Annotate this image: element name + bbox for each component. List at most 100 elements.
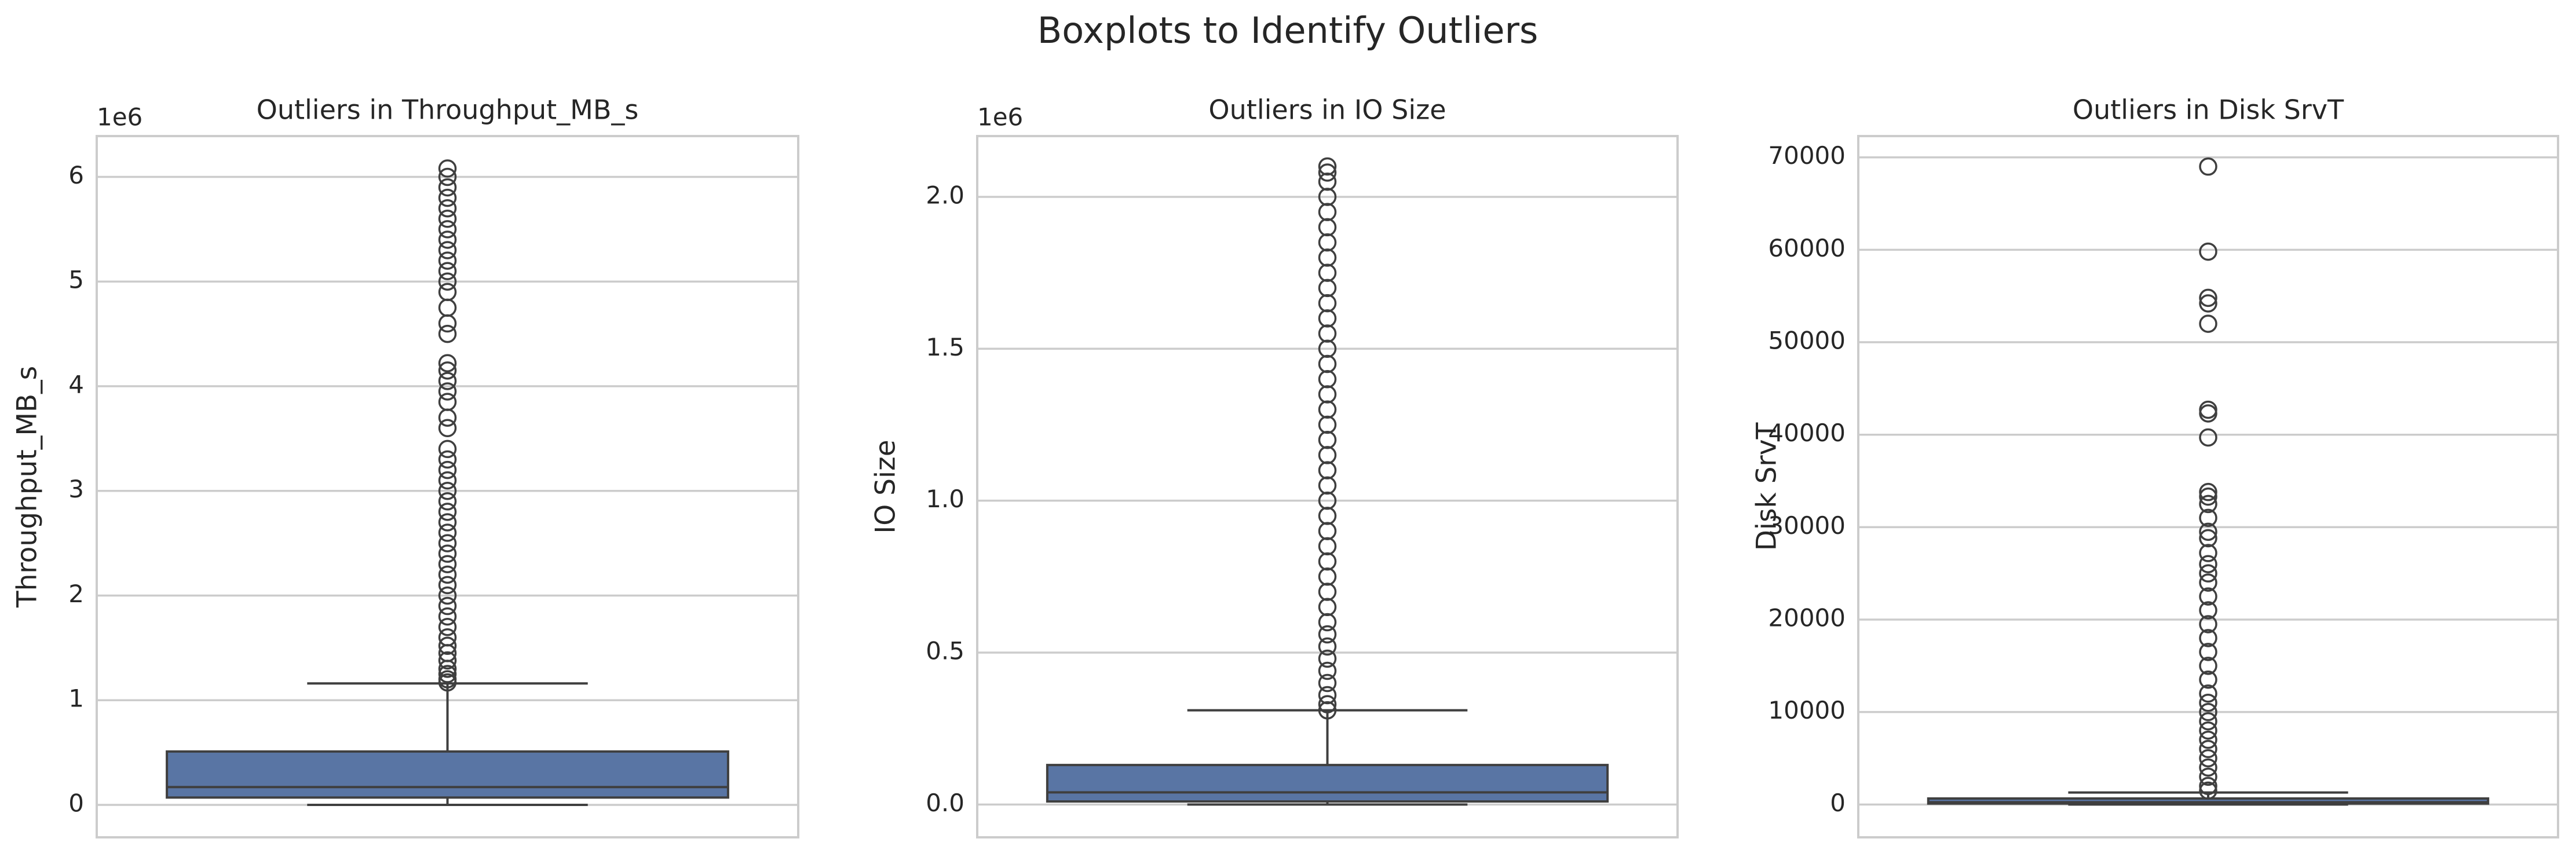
outlier: [1318, 218, 1337, 237]
outlier: [438, 665, 457, 683]
outlier: [1318, 598, 1337, 617]
outlier: [438, 636, 457, 655]
outlier: [1318, 522, 1337, 540]
outlier: [1318, 203, 1337, 221]
outlier: [1318, 248, 1337, 267]
outlier: [2199, 730, 2217, 749]
outlier: [1318, 430, 1337, 449]
outlier: [2199, 508, 2217, 528]
outlier: [438, 523, 457, 542]
outlier: [2199, 294, 2217, 313]
y-tick-label: 50000: [1768, 327, 1846, 355]
outlier: [1318, 446, 1337, 464]
outlier: [2199, 495, 2217, 514]
box: [1046, 764, 1609, 803]
outlier: [2199, 242, 2217, 261]
axes-title: Outliers in IO Size: [1208, 94, 1446, 126]
y-tick-label: 20000: [1768, 604, 1846, 632]
outlier: [2199, 643, 2217, 661]
y-tick-label: 10000: [1768, 696, 1846, 724]
outlier: [1318, 637, 1337, 656]
outlier: [438, 596, 457, 616]
outlier: [2199, 684, 2217, 703]
outlier: [1318, 157, 1337, 176]
axes-frame: [1857, 135, 2559, 838]
outlier: [1318, 309, 1337, 328]
outlier: [438, 393, 457, 411]
outlier: [1318, 649, 1337, 668]
y-tick-label: 0: [1830, 789, 1846, 817]
outlier: [438, 361, 457, 380]
outlier: [1318, 673, 1337, 693]
outlier: [2199, 587, 2217, 606]
outlier: [2199, 702, 2217, 722]
outlier: [438, 503, 457, 521]
outlier: [2199, 657, 2217, 675]
outlier: [1318, 294, 1337, 313]
y-axis-label: Throughput_MB_s: [12, 366, 43, 608]
y-tick-label: 1: [68, 684, 84, 713]
y-tick-label: 60000: [1768, 234, 1846, 262]
outlier: [438, 576, 457, 595]
outlier: [1318, 476, 1337, 495]
outlier: [1318, 233, 1337, 252]
outlier: [1318, 461, 1337, 479]
outlier: [2199, 555, 2217, 573]
y-tick-label: 0: [68, 789, 84, 817]
outlier: [1318, 163, 1337, 182]
outlier: [438, 324, 457, 343]
y-tick-label: 0.0: [926, 789, 964, 817]
outlier: [438, 670, 457, 688]
outlier: [2199, 767, 2217, 786]
outlier: [2199, 544, 2217, 562]
outlier: [438, 354, 457, 372]
outlier: [438, 460, 457, 479]
outlier: [438, 607, 457, 626]
outlier: [438, 210, 457, 228]
outlier: [1318, 686, 1337, 705]
outlier: [1318, 370, 1337, 389]
outlier: [438, 251, 457, 270]
y-tick-label: 0.5: [926, 636, 964, 665]
outlier: [438, 188, 457, 207]
outlier: [2199, 573, 2217, 592]
outlier: [1318, 339, 1337, 358]
axes-frame: [976, 135, 1679, 838]
outlier: [438, 534, 457, 552]
outlier: [1318, 661, 1337, 680]
outlier: [438, 628, 457, 647]
outlier: [1318, 324, 1337, 343]
outlier: [2199, 739, 2217, 759]
y-tick-label: 40000: [1768, 419, 1846, 447]
y-tick-label: 1.5: [926, 333, 964, 361]
outlier: [438, 382, 457, 401]
outlier: [2199, 487, 2217, 506]
box: [166, 750, 729, 799]
outlier: [2199, 615, 2217, 633]
outlier: [438, 220, 457, 239]
outlier: [2199, 693, 2217, 712]
outlier: [438, 178, 457, 197]
outlier: [2199, 314, 2217, 333]
outlier: [1318, 263, 1337, 282]
outlier: [1318, 507, 1337, 525]
outlier: [2199, 529, 2217, 548]
outlier: [1318, 613, 1337, 632]
outlier: [438, 262, 457, 280]
offset-label: 1e6: [977, 103, 1023, 131]
outlier: [438, 555, 457, 574]
outlier: [438, 167, 457, 186]
outlier: [438, 283, 457, 302]
outlier: [1318, 552, 1337, 571]
outlier: [2199, 671, 2217, 689]
axes-frame: [96, 135, 799, 838]
outlier: [438, 419, 457, 438]
outlier: [438, 199, 457, 218]
outlier: [2199, 601, 2217, 620]
outlier: [438, 617, 457, 636]
outlier: [438, 372, 457, 390]
outlier: [2199, 781, 2217, 800]
outlier: [1318, 567, 1337, 586]
outlier: [2199, 428, 2217, 447]
